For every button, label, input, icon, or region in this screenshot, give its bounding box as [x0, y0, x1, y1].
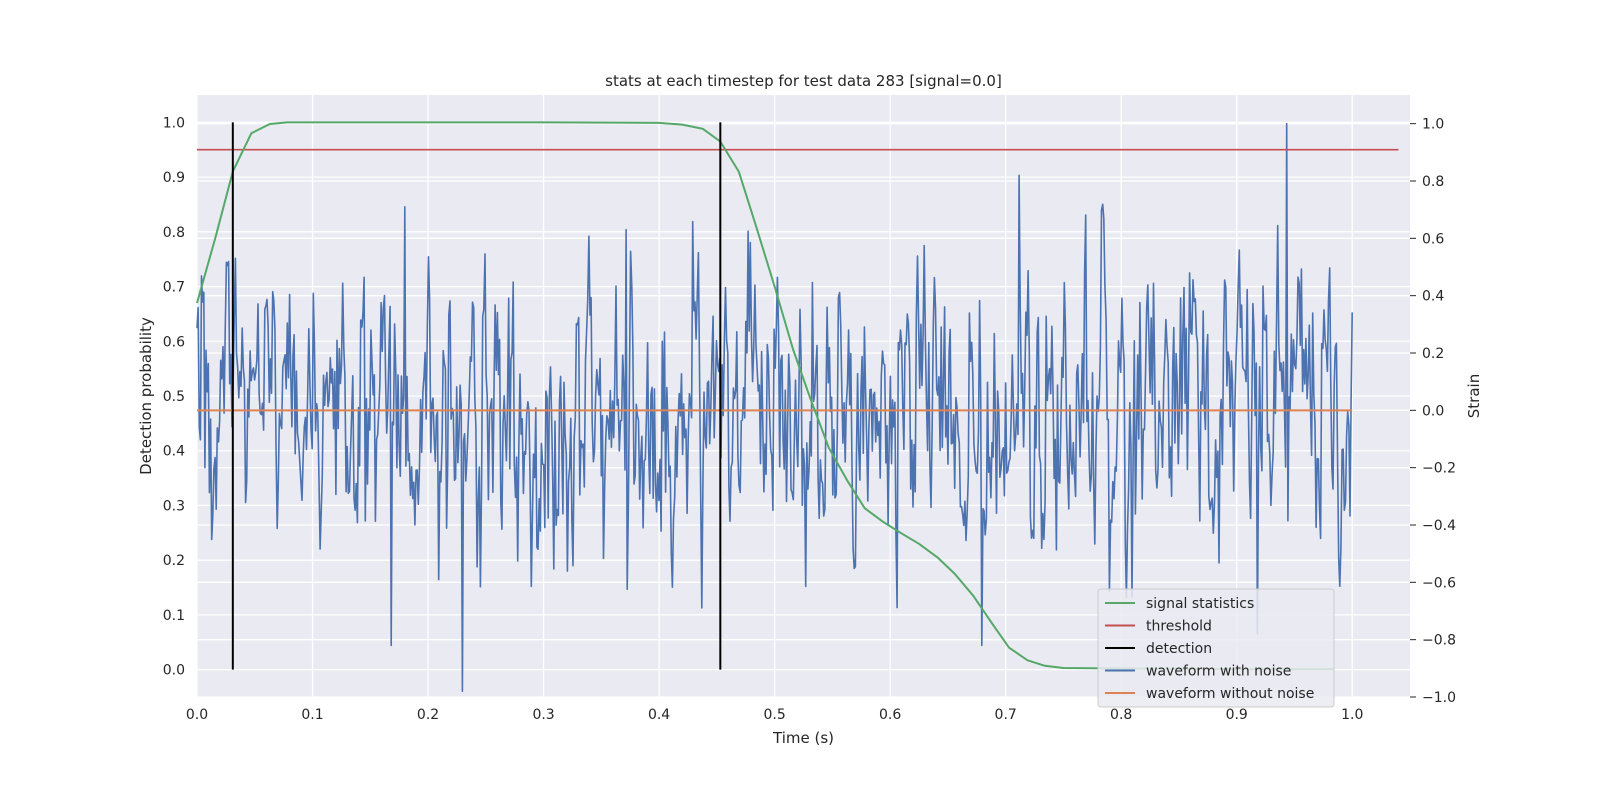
legend-label: threshold: [1146, 619, 1212, 635]
x-tick-label: 0.3: [532, 707, 554, 723]
y-left-tick-label: 0.7: [163, 280, 185, 296]
y-axis-right-label: Strain: [1465, 374, 1483, 418]
legend-label: waveform without noise: [1146, 686, 1314, 702]
x-tick-label: 0.4: [648, 707, 670, 723]
x-tick-label: 0.6: [879, 707, 901, 723]
y-right-tick-label: −0.6: [1422, 575, 1456, 591]
y-right-tick-label: 0.6: [1422, 231, 1444, 247]
y-left-tick-label: 0.4: [163, 444, 185, 460]
series-layer: [196, 121, 1399, 693]
x-tick-label: 0.9: [1226, 707, 1248, 723]
y-left-tick-label: 0.2: [163, 553, 185, 569]
y-right-tick-label: 0.0: [1422, 403, 1444, 419]
x-tick-label: 0.1: [301, 707, 323, 723]
x-tick-label: 0.8: [1110, 707, 1132, 723]
y-left-tick-label: 0.6: [163, 334, 185, 350]
y-left-tick-label: 0.8: [163, 225, 185, 241]
y-right-tick-label: −1.0: [1422, 690, 1456, 706]
legend-label: detection: [1146, 641, 1212, 657]
legend-label: signal statistics: [1146, 596, 1254, 612]
y-right-tick-label: 1.0: [1422, 117, 1444, 133]
x-axis-label: Time (s): [772, 729, 834, 747]
y-left-tick-label: 0.0: [163, 663, 185, 679]
legend-box: [1097, 588, 1335, 708]
y-left-tick-label: 0.5: [163, 389, 185, 405]
y-right-tick-label: −0.4: [1422, 518, 1456, 534]
legend-label: waveform with noise: [1146, 664, 1291, 680]
y-left-tick-label: 1.0: [163, 115, 185, 131]
ticks-layer: 0.0 0.1 0.2 0.3 0.4 0.5 0.6 0.7 0.8 0.9 1.0 0.0 0.1 0…: [163, 115, 1456, 723]
y-right-tick-label: 0.8: [1422, 174, 1444, 190]
y-right-tick-label: −0.2: [1422, 461, 1456, 477]
x-tick-label: 1.0: [1341, 707, 1363, 723]
legend: signal statistics threshold detection wavef…: [1097, 588, 1335, 708]
y-right-tick-label: 0.2: [1422, 346, 1444, 362]
y-left-tick-label: 0.1: [163, 608, 185, 624]
y-right-tick-label: 0.4: [1422, 289, 1444, 305]
y-left-tick-label: 0.9: [163, 170, 185, 186]
x-tick-label: 0.5: [763, 707, 785, 723]
signal-statistics-line: [196, 121, 1334, 671]
x-tick-label: 0.0: [186, 707, 208, 723]
y-right-tick-label: −0.8: [1422, 633, 1456, 649]
y-axis-left-label: Detection probability: [137, 317, 155, 475]
chart-title: stats at each timestep for test data 283…: [605, 72, 1002, 90]
y-left-tick-label: 0.3: [163, 498, 185, 514]
x-tick-label: 0.7: [995, 707, 1017, 723]
x-tick-label: 0.2: [417, 707, 439, 723]
